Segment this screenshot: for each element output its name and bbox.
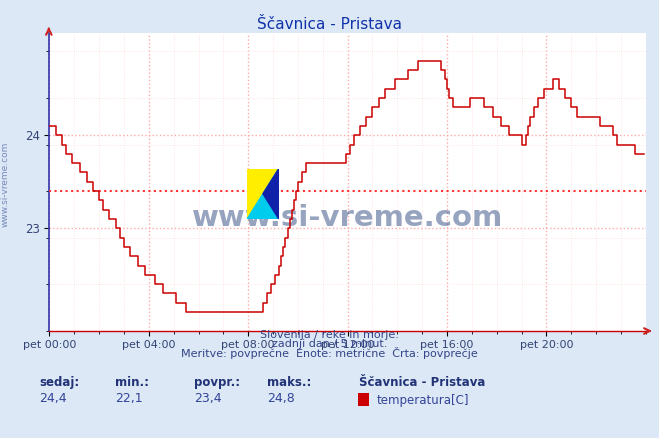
Text: 24,4: 24,4: [40, 392, 67, 405]
Text: Slovenija / reke in morje.: Slovenija / reke in morje.: [260, 330, 399, 340]
Polygon shape: [263, 169, 279, 219]
Text: sedaj:: sedaj:: [40, 376, 80, 389]
Text: 22,1: 22,1: [115, 392, 143, 405]
Text: povpr.:: povpr.:: [194, 376, 241, 389]
Text: www.si-vreme.com: www.si-vreme.com: [1, 141, 10, 226]
Text: temperatura[C]: temperatura[C]: [377, 394, 469, 407]
Text: Ščavnica - Pristava: Ščavnica - Pristava: [359, 376, 486, 389]
Text: min.:: min.:: [115, 376, 150, 389]
Text: 24,8: 24,8: [267, 392, 295, 405]
Text: Ščavnica - Pristava: Ščavnica - Pristava: [257, 17, 402, 32]
Text: 23,4: 23,4: [194, 392, 222, 405]
Text: maks.:: maks.:: [267, 376, 311, 389]
Polygon shape: [247, 169, 279, 219]
Text: zadnji dan / 5 minut.: zadnji dan / 5 minut.: [272, 339, 387, 350]
Polygon shape: [247, 169, 279, 219]
Text: Meritve: povprečne  Enote: metrične  Črta: povprečje: Meritve: povprečne Enote: metrične Črta:…: [181, 346, 478, 359]
Text: www.si-vreme.com: www.si-vreme.com: [192, 204, 503, 232]
